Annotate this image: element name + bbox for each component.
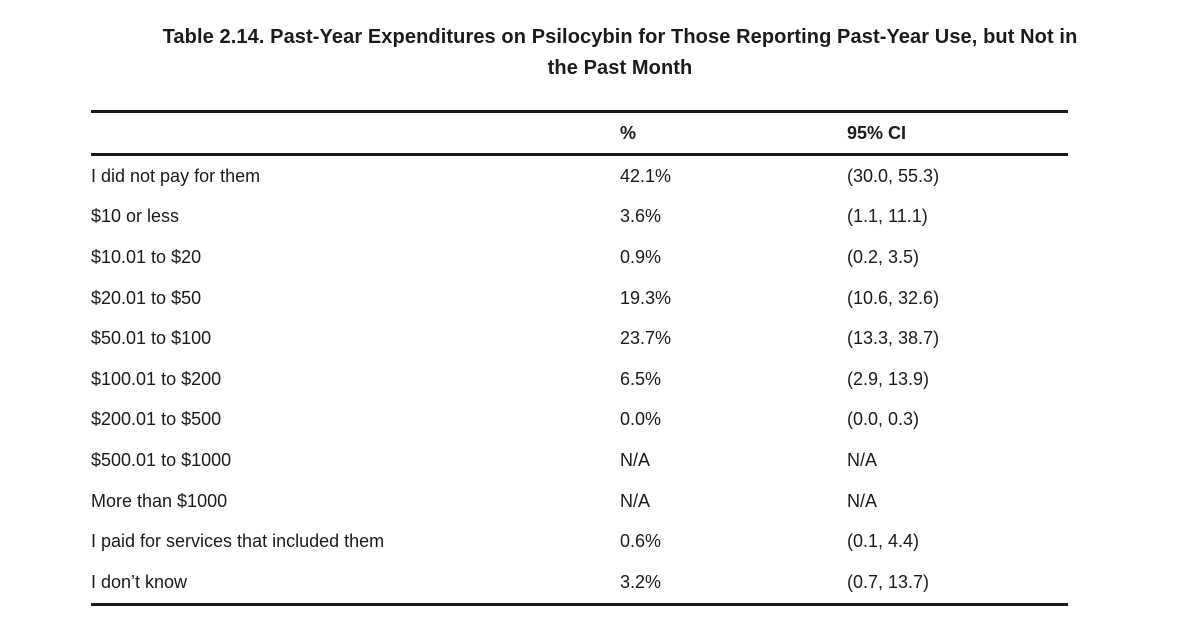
- row-label: $200.01 to $500: [91, 409, 222, 430]
- ci-value: (0.7, 13.7): [847, 571, 930, 592]
- row-label: $50.01 to $100: [91, 328, 212, 349]
- table-row: $10 or less 3.6% (1.1, 11.1): [91, 197, 1068, 238]
- ci-value: (13.3, 38.7): [847, 328, 940, 349]
- table-title: Table 2.14. Past-Year Expenditures on Ps…: [41, 22, 1199, 84]
- pct-value: N/A: [620, 490, 651, 511]
- table-row: $500.01 to $1000 N/A N/A: [91, 440, 1068, 481]
- pct-value: 42.1%: [620, 165, 672, 186]
- table-header-row: % 95% CI: [91, 113, 1068, 153]
- table-row: $20.01 to $50 19.3% (10.6, 32.6): [91, 278, 1068, 319]
- expenditure-table: % 95% CI I did not pay for them 42.1% (3…: [91, 110, 1068, 606]
- row-label: More than $1000: [91, 490, 228, 511]
- ci-value: N/A: [847, 449, 878, 470]
- table-row: I paid for services that included them 0…: [91, 521, 1068, 562]
- row-label: $500.01 to $1000: [91, 449, 232, 470]
- table-row: $50.01 to $100 23.7% (13.3, 38.7): [91, 318, 1068, 359]
- ci-value: (2.9, 13.9): [847, 368, 930, 389]
- row-label: I did not pay for them: [91, 165, 261, 186]
- row-label: $20.01 to $50: [91, 287, 202, 308]
- table-title-line2: the Past Month: [547, 57, 693, 79]
- ci-value: (0.0, 0.3): [847, 409, 920, 430]
- pct-value: 3.2%: [620, 571, 662, 592]
- ci-value: (1.1, 11.1): [847, 206, 928, 227]
- pct-value: 3.6%: [620, 206, 662, 227]
- pct-value: 0.9%: [620, 246, 662, 267]
- ci-value: (30.0, 55.3): [847, 165, 940, 186]
- pct-value: 6.5%: [620, 368, 662, 389]
- pct-value: 0.6%: [620, 531, 662, 552]
- table-row: $100.01 to $200 6.5% (2.9, 13.9): [91, 359, 1068, 400]
- table-row: More than $1000 N/A N/A: [91, 481, 1068, 522]
- table-bottom-rule: [91, 602, 1068, 606]
- pct-value: N/A: [620, 449, 651, 470]
- ci-value: (0.2, 3.5): [847, 246, 920, 267]
- row-label: I don’t know: [91, 571, 188, 592]
- row-label: $10.01 to $20: [91, 246, 202, 267]
- ci-value: (0.1, 4.4): [847, 531, 920, 552]
- table-header-rule: [91, 153, 1068, 156]
- table-row: I don’t know 3.2% (0.7, 13.7): [91, 562, 1068, 603]
- row-label: $100.01 to $200: [91, 368, 222, 389]
- header-ci-column: 95% CI: [847, 122, 907, 143]
- pct-value: 19.3%: [620, 287, 672, 308]
- row-label: I paid for services that included them: [91, 531, 385, 552]
- table-row: I did not pay for them 42.1% (30.0, 55.3…: [91, 156, 1068, 197]
- table-body: I did not pay for them 42.1% (30.0, 55.3…: [91, 156, 1068, 603]
- table-top-rule: [91, 110, 1068, 113]
- row-label: $10 or less: [91, 206, 180, 227]
- pct-value: 0.0%: [620, 409, 662, 430]
- header-pct-column: %: [620, 122, 637, 143]
- table-row: $200.01 to $500 0.0% (0.0, 0.3): [91, 400, 1068, 441]
- ci-value: (10.6, 32.6): [847, 287, 940, 308]
- table-row: $10.01 to $20 0.9% (0.2, 3.5): [91, 237, 1068, 278]
- table-title-line1: Table 2.14. Past-Year Expenditures on Ps…: [162, 26, 1078, 48]
- pct-value: 23.7%: [620, 328, 672, 349]
- ci-value: N/A: [847, 490, 878, 511]
